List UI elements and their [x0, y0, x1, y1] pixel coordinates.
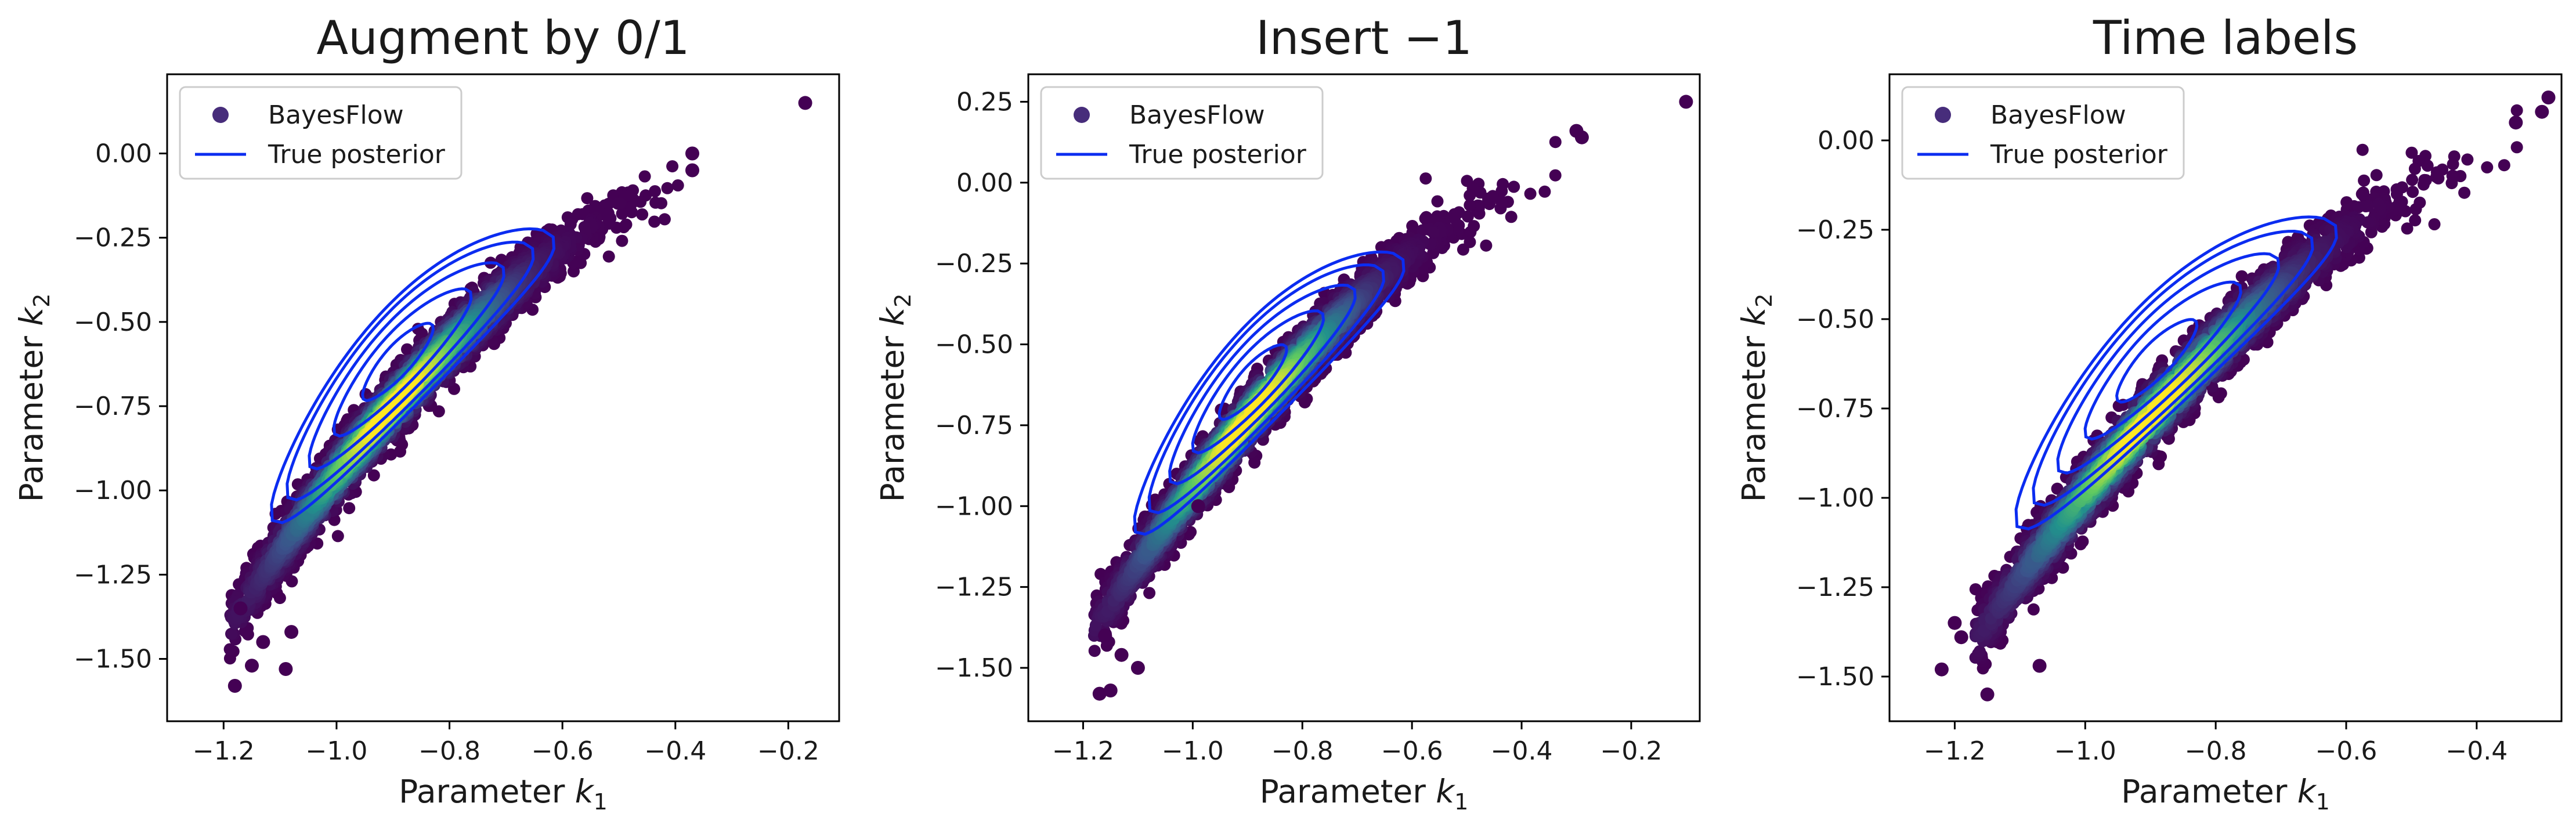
sample-point — [636, 208, 649, 220]
sample-point — [1474, 186, 1487, 199]
y-tick-label: −1.50 — [74, 645, 152, 674]
sample-point — [1088, 645, 1101, 657]
contour-level — [286, 240, 535, 502]
sample-point — [1419, 172, 1432, 185]
x-tick-label: −1.0 — [306, 736, 368, 766]
sample-point — [602, 250, 615, 263]
plot-area — [1088, 95, 1693, 701]
y-tick-label: 0.00 — [95, 139, 152, 168]
y-tick-label: −0.75 — [74, 392, 152, 421]
axes-frame — [166, 73, 840, 722]
sample-point — [1468, 220, 1480, 233]
x-tick-label: −1.2 — [193, 736, 255, 766]
sample-point — [671, 179, 684, 191]
sample-point — [685, 163, 699, 178]
bayesflow-samples — [223, 96, 812, 693]
panel-2: −1.2 −1.0 −0.8 −0.6 −0.4 −0.20.250.00−0.25−0.… — [874, 11, 1701, 815]
bayesflow-samples — [1088, 95, 1693, 701]
sample-point — [1549, 136, 1562, 149]
contour-level — [361, 321, 435, 402]
chart-title: Augment by 0/1 — [316, 11, 689, 65]
sample-point — [401, 343, 413, 356]
x-tick-label: −0.4 — [644, 736, 706, 766]
sample-point — [612, 197, 624, 210]
sample-point — [616, 234, 628, 247]
sample-point — [1505, 211, 1518, 223]
sample-point — [1549, 169, 1562, 182]
sample-point — [666, 160, 679, 173]
y-axis-label: Parameter k2 — [13, 294, 55, 502]
sample-point — [223, 643, 236, 656]
sample-point — [279, 662, 293, 676]
legend: BayesFlow True posterior — [179, 86, 463, 180]
sample-point — [648, 215, 661, 228]
sample-point — [1448, 212, 1461, 225]
sample-point — [245, 659, 259, 673]
sample-point — [581, 192, 594, 205]
sample-point — [1538, 185, 1551, 198]
legend-box — [179, 86, 463, 180]
sample-point — [225, 627, 237, 640]
legend-label-bayesflow: BayesFlow — [268, 100, 404, 130]
plot-area — [223, 96, 812, 693]
sample-point — [343, 502, 356, 515]
y-tick-label: −0.25 — [74, 223, 152, 253]
legend-marker-bayesflow — [212, 107, 229, 123]
sample-point — [1480, 239, 1493, 252]
true-posterior-contours — [270, 227, 556, 525]
sample-point — [367, 469, 380, 482]
sample-point — [1495, 185, 1508, 197]
legend-label-true-posterior: True posterior — [268, 140, 446, 169]
x-tick-label: −0.8 — [418, 736, 480, 766]
sample-point — [1464, 199, 1476, 212]
x-tick-label: −0.2 — [757, 736, 819, 766]
x-axis-label: Parameter k1 — [399, 773, 608, 815]
x-tick-label: −0.6 — [532, 736, 594, 766]
sample-point — [1508, 180, 1520, 193]
sample-point — [284, 625, 299, 639]
sample-point — [616, 207, 628, 220]
sample-point — [638, 170, 651, 183]
contour-level — [332, 287, 473, 438]
sample-point — [658, 213, 671, 226]
sample-point — [1427, 226, 1440, 239]
y-tick-label: −0.50 — [74, 308, 152, 337]
sample-point — [661, 182, 674, 194]
sample-point — [1464, 189, 1476, 202]
sample-point — [331, 530, 344, 543]
sample-point — [798, 96, 812, 110]
y-tick-label: −1.25 — [74, 560, 152, 590]
y-tick-label: −1.00 — [74, 476, 152, 505]
contour-level — [308, 261, 505, 471]
sample-point — [649, 185, 662, 198]
sample-point — [649, 196, 662, 209]
sample-point — [1464, 236, 1476, 248]
panel-1: −1.2 −1.0 −0.8 −0.6 −0.4 −0.2 0.00 −0.25 −0.50 −0… — [13, 11, 840, 815]
sample-point — [227, 679, 242, 693]
sample-point — [256, 635, 270, 649]
sample-point — [1524, 187, 1537, 200]
contour-level — [270, 227, 556, 525]
sample-point — [384, 403, 397, 415]
sample-point — [1143, 587, 1156, 599]
sample-point — [233, 601, 248, 616]
sample-point — [1431, 195, 1444, 208]
sample-point — [620, 218, 633, 231]
sample-point — [685, 146, 699, 161]
